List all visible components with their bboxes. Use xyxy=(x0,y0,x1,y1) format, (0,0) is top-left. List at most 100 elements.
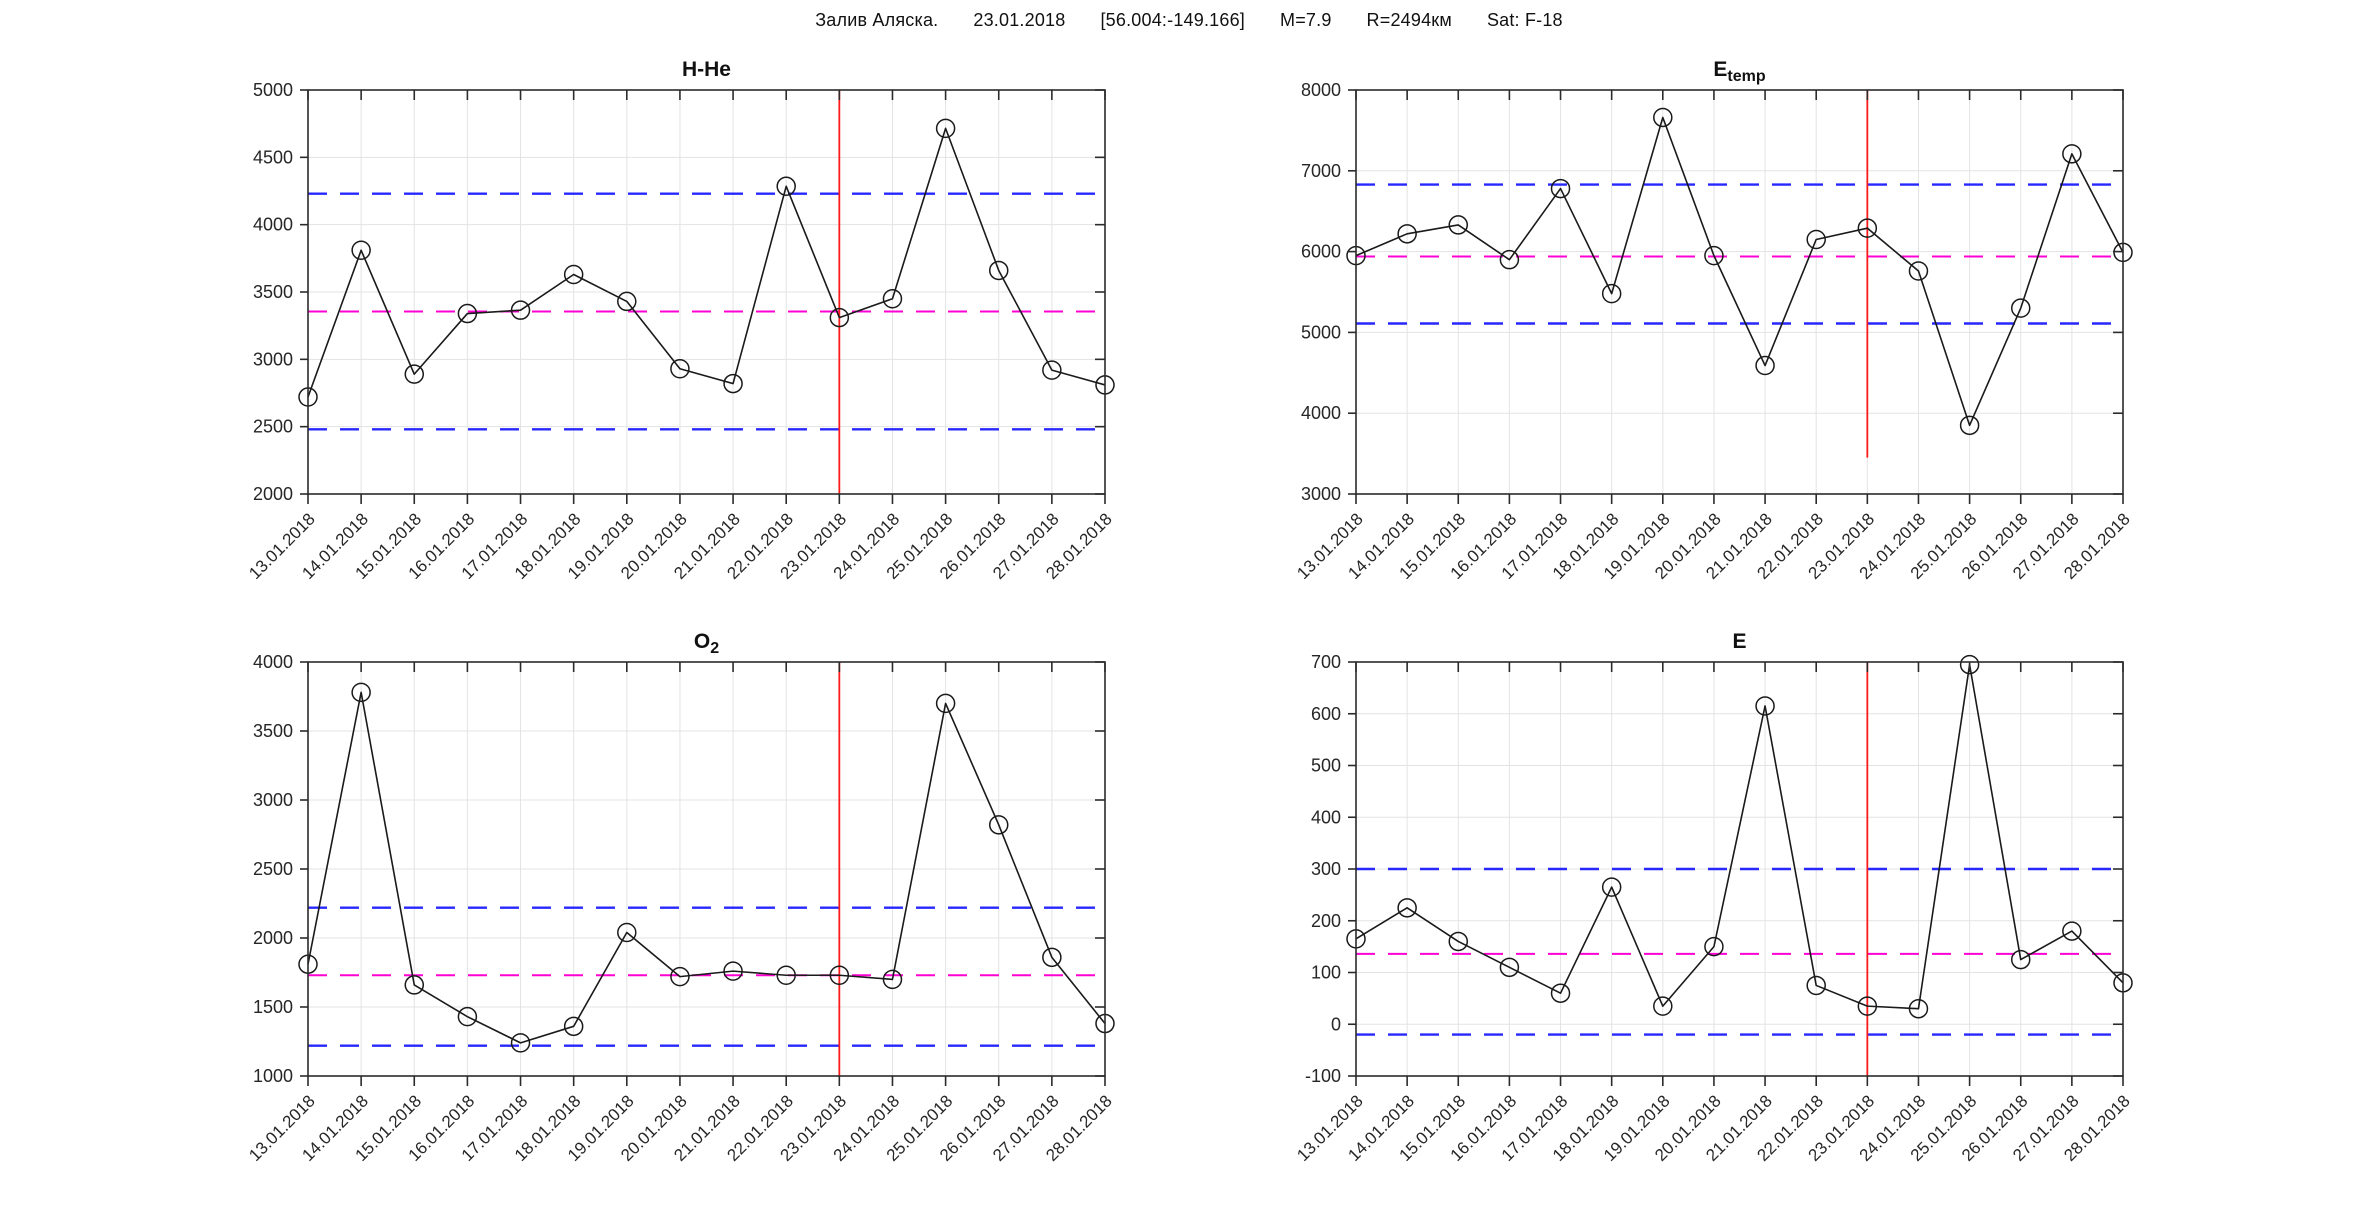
data-point xyxy=(1806,229,1826,250)
x-tick-labels: 13.01.201814.01.201815.01.201816.01.2018… xyxy=(245,509,1116,583)
data-point xyxy=(1653,996,1673,1016)
y-tick-label: 3500 xyxy=(253,721,293,741)
y-tick-label: 4000 xyxy=(1301,403,1341,423)
chart-e-temp: 3000 4000 5000 6000 7000 8000 13.01.201814.01.… xyxy=(1293,58,2134,583)
data-point xyxy=(882,969,903,990)
data-point xyxy=(1601,877,1622,897)
y-tick-label: 3000 xyxy=(253,349,293,369)
y-tick-label: 7000 xyxy=(1301,161,1341,181)
y-tick-label: 2000 xyxy=(253,484,293,504)
data-line xyxy=(307,691,1106,1044)
data-markers xyxy=(298,682,1115,1053)
x-tick-labels: 13.01.201814.01.201815.01.201816.01.2018… xyxy=(1293,509,2134,583)
data-point xyxy=(1042,947,1062,968)
data-point xyxy=(776,965,796,986)
data-point xyxy=(723,961,743,981)
y-tick-label: 2500 xyxy=(253,417,293,437)
chart-title: E xyxy=(1732,630,1746,653)
data-line xyxy=(1355,116,2124,427)
data-point xyxy=(1704,245,1724,266)
y-tick-label: 4500 xyxy=(253,147,293,167)
y-tick-label: 8000 xyxy=(1301,80,1341,100)
data-point xyxy=(1959,654,1980,675)
data-point xyxy=(1857,218,1878,238)
data-point xyxy=(882,288,903,309)
data-point xyxy=(351,240,371,261)
plot-area xyxy=(1356,90,2123,494)
chart-o2: 1000 1500 2000 2500 3000 3500 4000 13.01.201814… xyxy=(245,630,1116,1165)
data-point xyxy=(670,359,690,379)
axis-ticks xyxy=(1348,89,2124,504)
data-point xyxy=(1908,998,1929,1019)
y-tick-label: 4000 xyxy=(253,652,293,672)
chart-e: -100 0 100 200 300 400 500 600 700 13.01.201814.0… xyxy=(1293,630,2134,1165)
axes-box xyxy=(1355,89,2124,495)
x-tick-labels: 13.01.201814.01.201815.01.201816.01.2018… xyxy=(245,1091,1116,1165)
data-point xyxy=(2010,949,2031,970)
y-tick-label: 700 xyxy=(1311,652,1341,672)
data-point xyxy=(1550,983,1571,1003)
axis-ticks xyxy=(300,661,1106,1086)
data-point xyxy=(1959,415,1980,436)
axis-ticks xyxy=(300,89,1106,504)
data-point xyxy=(563,264,584,285)
y-tick-label: 3000 xyxy=(1301,484,1341,504)
y-tick-label: 6000 xyxy=(1301,242,1341,262)
data-point xyxy=(1499,957,1520,978)
data-point xyxy=(2010,298,2031,318)
suptitle-coordinates: [56.004:-149.166] xyxy=(1100,10,1245,30)
suptitle-event-date: 23.01.2018 xyxy=(973,10,1066,30)
y-tick-labels: 2000 2500 3000 3500 4000 4500 5000 xyxy=(253,80,293,504)
data-point xyxy=(1806,975,1826,996)
data-line xyxy=(307,127,1106,398)
y-tick-label: 3000 xyxy=(253,790,293,810)
data-point xyxy=(1755,696,1775,716)
y-tick-label: 2500 xyxy=(253,859,293,879)
y-tick-labels: 3000 4000 5000 6000 7000 8000 xyxy=(1301,80,1341,504)
data-point xyxy=(457,1006,478,1027)
y-tick-label: 4000 xyxy=(253,215,293,235)
x-tick-labels: 13.01.201814.01.201815.01.201816.01.2018… xyxy=(1293,1091,2134,1165)
data-point xyxy=(510,300,531,320)
chart-title: Etemp xyxy=(1713,58,1765,85)
data-point xyxy=(1042,360,1062,380)
data-point xyxy=(1653,107,1673,128)
data-point xyxy=(829,307,850,328)
data-point xyxy=(457,303,478,324)
data-markers xyxy=(1346,107,2133,436)
data-point xyxy=(723,373,743,394)
data-point xyxy=(1397,224,1417,244)
chart-h-he: 2000 2500 3000 3500 4000 4500 5000 13.01.201814… xyxy=(245,58,1116,583)
chart-title: O2 xyxy=(694,630,719,657)
data-point xyxy=(2062,144,2082,164)
data-point xyxy=(404,364,425,384)
y-tick-label: 1500 xyxy=(253,997,293,1017)
data-point xyxy=(1397,898,1417,918)
data-point xyxy=(351,682,371,703)
y-tick-label: 1000 xyxy=(253,1066,293,1086)
data-point xyxy=(2062,921,2082,941)
suptitle-magnitude: M=7.9 xyxy=(1280,10,1332,30)
axis-ticks xyxy=(1348,661,2124,1086)
data-point xyxy=(988,260,1009,281)
data-point xyxy=(776,176,796,197)
y-tick-label: 600 xyxy=(1311,704,1341,724)
y-tick-labels: 1000 1500 2000 2500 3000 3500 4000 xyxy=(253,652,293,1086)
data-point xyxy=(1550,178,1571,199)
y-tick-label: 5000 xyxy=(1301,322,1341,342)
y-tick-label: 500 xyxy=(1311,756,1341,776)
suptitle-radius: R=2494км xyxy=(1366,10,1452,30)
data-point xyxy=(670,966,690,987)
y-tick-label: 2000 xyxy=(253,928,293,948)
suptitle-location: Залив Аляска. xyxy=(815,10,939,30)
data-markers xyxy=(298,118,1115,407)
data-point xyxy=(1755,355,1775,376)
figure-suptitle: Залив Аляска. 23.01.2018 [56.004:-149.16… xyxy=(0,10,2378,31)
y-tick-label: 400 xyxy=(1311,807,1341,827)
y-tick-label: 3500 xyxy=(253,282,293,302)
data-point xyxy=(563,1016,584,1037)
y-tick-label: 200 xyxy=(1311,911,1341,931)
data-point xyxy=(1499,249,1520,270)
data-point xyxy=(404,975,425,995)
data-line xyxy=(1355,663,2124,1010)
